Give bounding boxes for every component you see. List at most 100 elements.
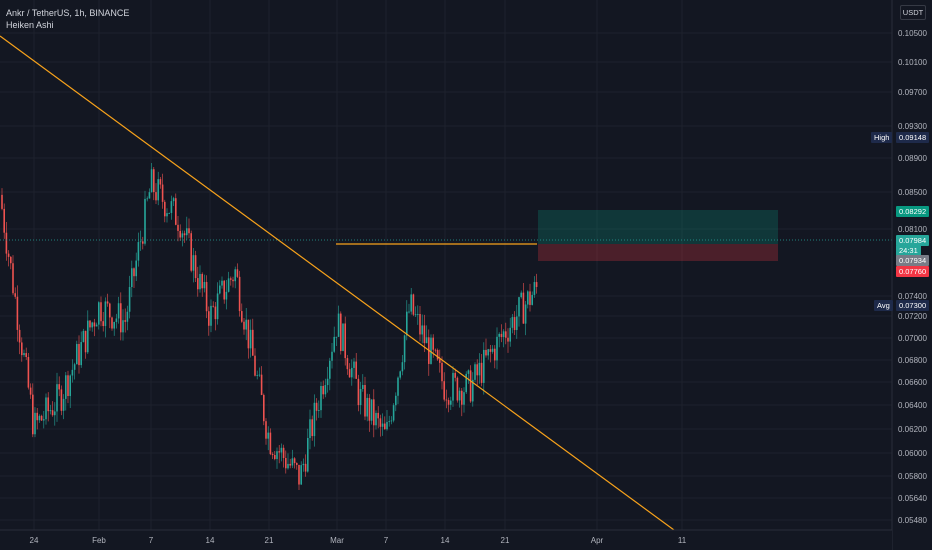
- candle: [520, 290, 522, 299]
- time-tick-label: 21: [501, 536, 510, 545]
- candle: [291, 449, 294, 468]
- candle: [258, 367, 261, 377]
- candle: [14, 287, 16, 299]
- candle: [344, 316, 346, 366]
- candle: [205, 275, 208, 319]
- candle: [313, 394, 316, 447]
- candle: [529, 283, 531, 312]
- candle: [25, 347, 27, 360]
- candle: [65, 372, 67, 411]
- symbol-title[interactable]: Ankr / TetherUS, 1h, BINANCE: [6, 8, 130, 18]
- price-tick-label: 0.06200: [898, 425, 927, 434]
- candle: [221, 276, 223, 289]
- candle: [181, 230, 184, 247]
- candle: [117, 296, 120, 324]
- candle: [260, 366, 263, 396]
- candle: [331, 342, 333, 369]
- candle: [287, 453, 289, 470]
- time-axis[interactable]: 24 Feb 7 14 21 Mar 7 14 21 Apr 11: [0, 529, 892, 550]
- candle: [183, 230, 186, 243]
- candle: [388, 415, 390, 427]
- candle: [238, 270, 241, 317]
- candle: [516, 305, 518, 339]
- time-tick-label: 21: [265, 536, 274, 545]
- candle: [23, 349, 25, 358]
- candle: [309, 409, 311, 450]
- candle: [474, 362, 476, 383]
- descending-trendline[interactable]: [0, 35, 675, 531]
- avg-label: Avg: [874, 300, 893, 311]
- candle: [353, 357, 355, 379]
- long-position-profit-zone[interactable]: [538, 210, 778, 244]
- candle: [194, 250, 197, 282]
- candle: [164, 199, 166, 223]
- time-tick-label: 7: [384, 536, 389, 545]
- candle: [386, 410, 388, 431]
- currency-badge[interactable]: USDT: [900, 5, 926, 20]
- candle: [311, 415, 313, 441]
- time-tick-label: Mar: [330, 536, 344, 545]
- candle: [511, 313, 514, 334]
- chart-grid: [0, 0, 892, 530]
- candle: [531, 291, 533, 306]
- target-price-tag: 0.08292: [896, 206, 930, 217]
- candle: [38, 414, 41, 423]
- candle: [381, 413, 384, 436]
- candle: [1, 188, 3, 211]
- candle: [254, 348, 256, 377]
- candle: [32, 383, 34, 438]
- candle: [359, 381, 362, 415]
- candle: [69, 374, 71, 409]
- price-tick-label: 0.09300: [898, 122, 927, 131]
- candle: [188, 218, 190, 239]
- long-position-loss-zone[interactable]: [538, 244, 778, 261]
- avg-value-tag: 0.07300: [896, 300, 930, 311]
- candle: [265, 418, 267, 445]
- candle: [7, 250, 10, 267]
- time-tick-label: Apr: [591, 536, 604, 545]
- candle: [315, 398, 318, 421]
- candle: [507, 328, 509, 353]
- candle: [379, 414, 382, 437]
- candle: [153, 166, 155, 201]
- candle: [399, 370, 401, 380]
- candle: [10, 255, 12, 270]
- candle: [337, 305, 340, 337]
- candle: [329, 357, 331, 391]
- candle: [100, 296, 102, 327]
- candle: [293, 457, 296, 469]
- time-tick-label: 24: [30, 536, 39, 545]
- candle: [373, 389, 375, 438]
- indicator-label[interactable]: Heiken Ashi: [6, 20, 54, 30]
- candle: [144, 190, 146, 246]
- candle: [212, 301, 214, 308]
- candle: [111, 316, 113, 331]
- candle: [98, 301, 100, 330]
- candlestick-series: [1, 162, 538, 490]
- candle: [274, 451, 276, 461]
- candle: [47, 392, 49, 422]
- candle: [168, 212, 170, 214]
- candle: [133, 267, 135, 288]
- candle: [190, 230, 192, 273]
- candle: [227, 271, 230, 293]
- price-tick-label: 0.07000: [898, 334, 927, 343]
- candle: [214, 301, 217, 331]
- candle: [476, 359, 478, 386]
- candle: [159, 176, 162, 189]
- candle: [487, 348, 489, 360]
- candle: [463, 387, 465, 413]
- candle: [43, 410, 45, 429]
- candle: [179, 224, 181, 241]
- candle: [34, 407, 36, 438]
- candle: [518, 296, 520, 327]
- candle: [155, 183, 157, 205]
- candle: [465, 371, 467, 394]
- candle: [340, 311, 342, 355]
- price-tick-label: 0.10100: [898, 58, 927, 67]
- candle: [524, 300, 527, 336]
- candle: [480, 353, 483, 387]
- candle: [443, 372, 445, 402]
- candle: [104, 297, 107, 338]
